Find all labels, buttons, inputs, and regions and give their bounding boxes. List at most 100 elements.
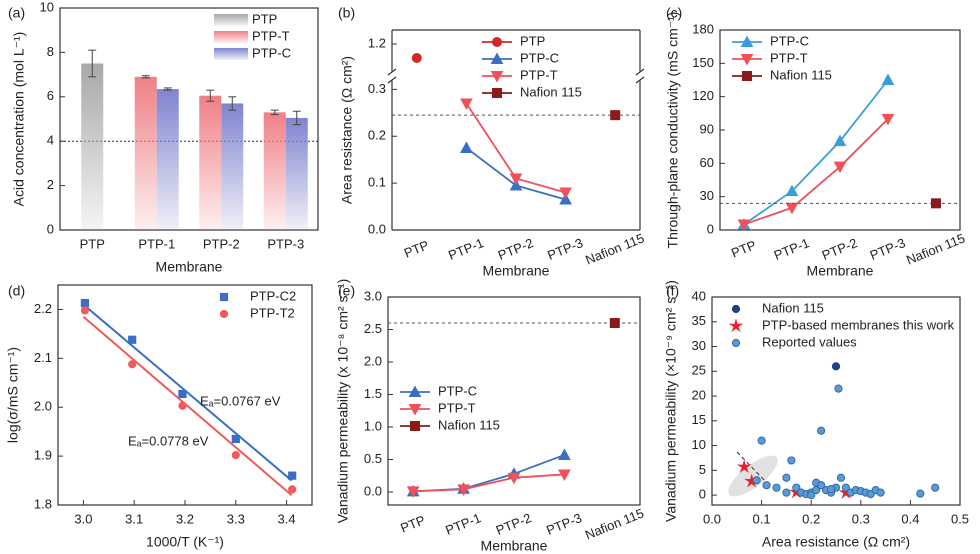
y-tick-label: 0.5 <box>364 451 382 466</box>
marker <box>492 37 502 47</box>
x-tick-label: PTP-2 <box>494 510 534 538</box>
axis-break <box>635 68 645 76</box>
y-tick-label: 0.0 <box>364 483 382 498</box>
x-axis-title: Membrane <box>483 263 550 279</box>
marker <box>831 362 841 371</box>
marker <box>737 219 751 231</box>
y-tick-label: 35 <box>692 313 706 328</box>
y-tick-label: 0 <box>707 221 714 236</box>
legend-label: PTP-T <box>438 400 476 415</box>
y-tick-label: 5 <box>699 462 706 477</box>
marker <box>740 54 754 66</box>
marker <box>731 338 741 348</box>
y-tick-label: 40 <box>692 288 706 303</box>
marker <box>231 434 240 444</box>
y-axis-title: log(σ/mS cm⁻¹) <box>5 347 21 443</box>
marker <box>80 306 90 315</box>
x-tick-label: PTP-1 <box>443 510 483 538</box>
bar <box>199 95 222 230</box>
y-tick-label: 2.0 <box>364 353 382 368</box>
x-tick-label: Nafion 115 <box>904 230 967 267</box>
x-tick-label: 0.2 <box>802 511 820 526</box>
y-tick-label: 1.5 <box>364 386 382 401</box>
marker <box>833 161 847 174</box>
highlight-region <box>728 455 778 497</box>
y-tick-label: 1.8 <box>34 496 52 511</box>
marker <box>841 483 851 492</box>
marker <box>219 309 229 319</box>
x-tick-label: 3.3 <box>227 511 245 526</box>
y-tick-label: 0 <box>699 487 706 502</box>
plot-frame <box>59 7 319 231</box>
x-tick-label: PTP-1 <box>772 235 812 263</box>
x-tick-label: Nafion 115 <box>583 505 646 542</box>
legend-label: PTP-C <box>770 33 809 48</box>
legend-swatch <box>214 14 248 26</box>
marker <box>406 486 420 498</box>
series-line <box>413 473 565 493</box>
y-tick-label: 30 <box>692 338 706 353</box>
x-tick-label: 0.3 <box>852 511 870 526</box>
bar <box>221 103 244 230</box>
legend-label: Nafion 115 <box>520 84 582 99</box>
marker <box>178 389 187 399</box>
marker <box>490 71 504 83</box>
marker <box>876 488 885 497</box>
x-tick-label: PTP-1 <box>446 235 486 263</box>
marker <box>219 292 229 302</box>
marker <box>782 488 791 497</box>
marker <box>787 456 796 465</box>
marker <box>916 489 925 498</box>
series-line <box>743 118 889 226</box>
y-axis-title: Through-plane conductivity (mS cm⁻¹) <box>665 12 681 249</box>
legend-swatch <box>214 48 248 60</box>
x-tick-label: 0.1 <box>753 511 771 526</box>
y-tick-label: 1.0 <box>364 418 382 433</box>
x-tick-label: PTP-2 <box>496 235 536 263</box>
panel-label: (c) <box>666 5 682 21</box>
y-axis-title: Area resistance (Ω cm²) <box>339 56 355 204</box>
y-tick-label: 2.2 <box>34 301 52 316</box>
y-axis-title: Vanadium permeability (x 10⁻⁸ cm² s⁻¹) <box>335 279 351 524</box>
fit-line <box>82 316 293 496</box>
plot-frame <box>719 29 961 231</box>
x-tick-label: 3.4 <box>278 511 296 526</box>
x-tick-label: PTP <box>80 236 105 251</box>
axis-break <box>635 76 645 84</box>
marker <box>740 35 754 47</box>
x-axis-title: Membrane <box>156 259 223 275</box>
axis-break <box>387 68 397 76</box>
bar <box>156 89 179 230</box>
marker <box>609 318 620 328</box>
marker <box>408 385 422 397</box>
marker <box>128 360 137 369</box>
marker <box>492 88 502 98</box>
marker <box>610 110 621 121</box>
y-axis-title: Vanadium permeability (×10⁻⁹ cm² s⁻¹) <box>663 280 679 522</box>
marker <box>128 335 137 344</box>
panel-label: (b) <box>338 5 355 21</box>
y-tick-label: 2.1 <box>34 350 52 365</box>
marker <box>817 426 826 435</box>
marker <box>772 483 781 492</box>
fit-line <box>82 303 293 482</box>
annotation: Eₐ=0.0767 eV <box>200 393 281 408</box>
marker <box>411 53 422 63</box>
y-tick-label: 90 <box>700 121 714 136</box>
marker <box>785 184 799 197</box>
x-tick-label: Nafion 115 <box>583 230 646 267</box>
marker <box>728 318 744 333</box>
marker <box>558 469 571 481</box>
legend-label: PTP-T <box>252 28 290 43</box>
marker <box>931 198 941 209</box>
y-tick-label: 2.0 <box>34 399 52 414</box>
y-tick-label: 0 <box>47 221 54 236</box>
bar <box>263 112 286 230</box>
series-line <box>413 454 565 493</box>
x-tick-label: 3.0 <box>74 511 92 526</box>
x-tick-label: PTP-2 <box>203 236 240 251</box>
x-axis-title: Area resistance (Ω cm²) <box>762 534 910 550</box>
legend-label: PTP-C <box>438 383 477 398</box>
bar <box>81 63 104 230</box>
x-axis-title: 1000/T (K⁻¹) <box>146 534 224 550</box>
